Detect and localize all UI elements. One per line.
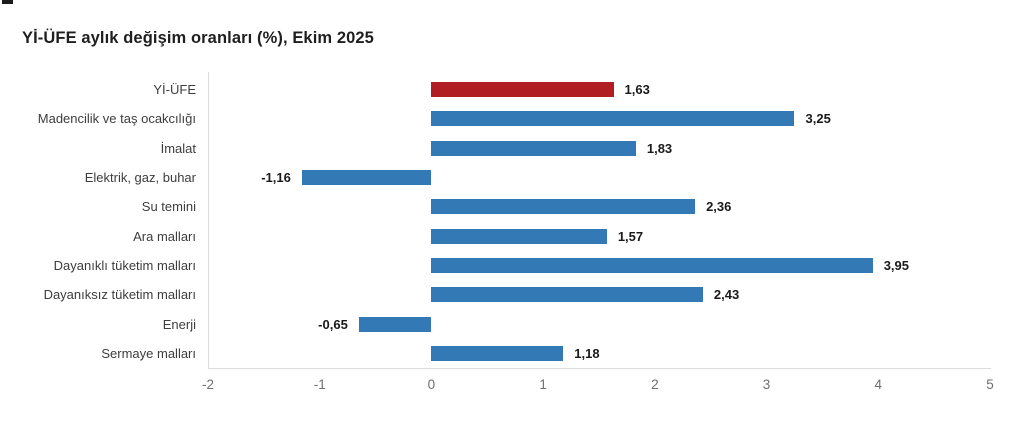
- value-label: 3,95: [883, 257, 909, 273]
- value-label: 2,43: [713, 287, 740, 303]
- category-label: Sermaye malları: [101, 345, 196, 361]
- category-label: İmalat: [160, 140, 196, 156]
- bar: [431, 257, 873, 273]
- bar: [358, 316, 432, 332]
- x-tick-label: 4: [874, 377, 883, 392]
- x-tick-label: 0: [427, 377, 436, 392]
- x-axis-line: [208, 368, 991, 369]
- value-label: 2,36: [706, 199, 732, 215]
- bar: [431, 111, 795, 127]
- x-tick-label: 3: [762, 377, 771, 392]
- category-label: Elektrik, gaz, buhar: [84, 170, 196, 186]
- category-label: Enerji: [162, 316, 196, 332]
- x-tick-label: 5: [986, 377, 994, 392]
- bar: [301, 170, 432, 186]
- category-label: Dayanıksız tüketim malları: [43, 287, 196, 303]
- corner-artifact: [2, 0, 13, 4]
- bar: [431, 345, 564, 361]
- bar: [431, 199, 696, 215]
- value-label: -1,16: [261, 170, 291, 186]
- value-label: -0,65: [318, 316, 348, 332]
- x-tick-label: -1: [313, 377, 326, 392]
- value-label: 1,18: [574, 345, 600, 361]
- category-label: Ara malları: [133, 228, 196, 244]
- category-label: Madencilik ve taş ocakcılığı: [37, 111, 196, 127]
- category-label: Yİ-ÜFE: [153, 82, 196, 98]
- x-tick-label: 2: [651, 377, 659, 392]
- x-tick-label: -2: [201, 377, 215, 392]
- y-axis-line: [208, 72, 209, 368]
- bar: [431, 228, 607, 244]
- bar: [431, 82, 614, 98]
- chart-title: Yİ-ÜFE aylık değişim oranları (%), Ekim …: [22, 29, 374, 47]
- value-label: 1,57: [617, 228, 644, 244]
- category-label: Su temini: [141, 199, 196, 215]
- x-tick-label: 1: [539, 377, 547, 392]
- value-label: 1,83: [646, 140, 673, 156]
- bar: [431, 140, 636, 156]
- value-label: 3,25: [805, 111, 831, 127]
- bar: [431, 287, 703, 303]
- category-label: Dayanıklı tüketim malları: [53, 257, 196, 273]
- value-label: 1,63: [624, 82, 650, 98]
